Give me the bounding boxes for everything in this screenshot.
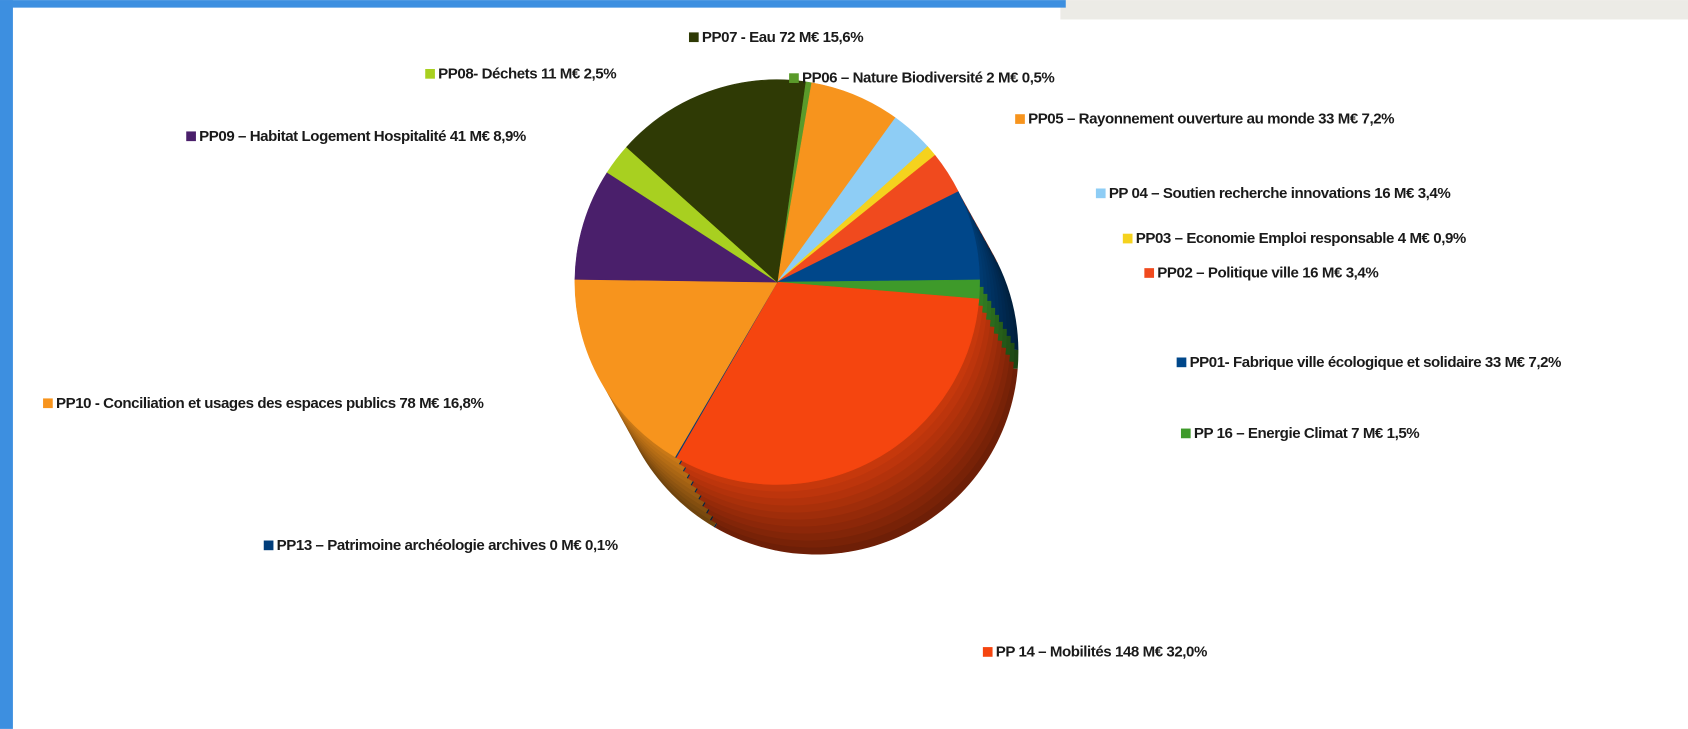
legend-swatch: [1095, 188, 1106, 199]
top-border: [0, 0, 1066, 8]
slice-label: PP08- Déchets 11 M€ 2,5%: [438, 65, 616, 82]
legend-swatch: [1180, 428, 1191, 439]
legend-swatch: [186, 131, 196, 142]
legend-swatch: [43, 398, 53, 409]
slice-label: PP13 – Patrimoine archéologie archives 0…: [277, 537, 618, 554]
legend-swatch: [688, 32, 699, 43]
slice-label: PP02 – Politique ville 16 M€ 3,4%: [1157, 265, 1378, 282]
legend-swatch: [789, 73, 799, 83]
legend-swatch: [1015, 114, 1025, 124]
slice-label: PP05 – Rayonnement ouverture au monde 33…: [1028, 111, 1394, 128]
left-border: [0, 0, 13, 729]
slice: [574, 279, 778, 458]
slice-label: PP 04 – Soutien recherche innovations 16…: [1109, 185, 1451, 202]
slice: [675, 281, 980, 485]
slice-label: PP01- Fabrique ville écologique et solid…: [1190, 354, 1561, 371]
labels: PP06 – Nature Biodiversité 2 M€ 0,5% PP05…: [43, 29, 1561, 660]
legend-swatch: [1122, 233, 1133, 244]
legend-swatch: [1144, 268, 1155, 278]
slice-label: PP03 – Economie Emploi responsable 4 M€ …: [1136, 230, 1466, 247]
slice-label: PP10 - Conciliation et usages des espace…: [56, 395, 484, 412]
pie: [574, 79, 1019, 555]
slice-label: PP07 - Eau 72 M€ 15,6%: [702, 29, 863, 46]
slice-label: PP 16 – Energie Climat 7 M€ 1,5%: [1194, 425, 1419, 442]
slice: [574, 172, 779, 283]
top-right-photo: [1060, 0, 1688, 20]
legend-swatch: [263, 540, 274, 551]
legend-swatch: [1176, 357, 1187, 368]
legend-swatch: [425, 68, 435, 79]
legend-swatch: [982, 647, 993, 657]
slice-label: PP09 – Habitat Logement Hospitalité 41 M…: [199, 128, 526, 145]
slice-label: PP 14 – Mobilités 148 M€ 32,0%: [996, 643, 1207, 660]
slice: [626, 79, 806, 283]
slice-label: PP06 – Nature Biodiversité 2 M€ 0,5%: [802, 70, 1054, 87]
